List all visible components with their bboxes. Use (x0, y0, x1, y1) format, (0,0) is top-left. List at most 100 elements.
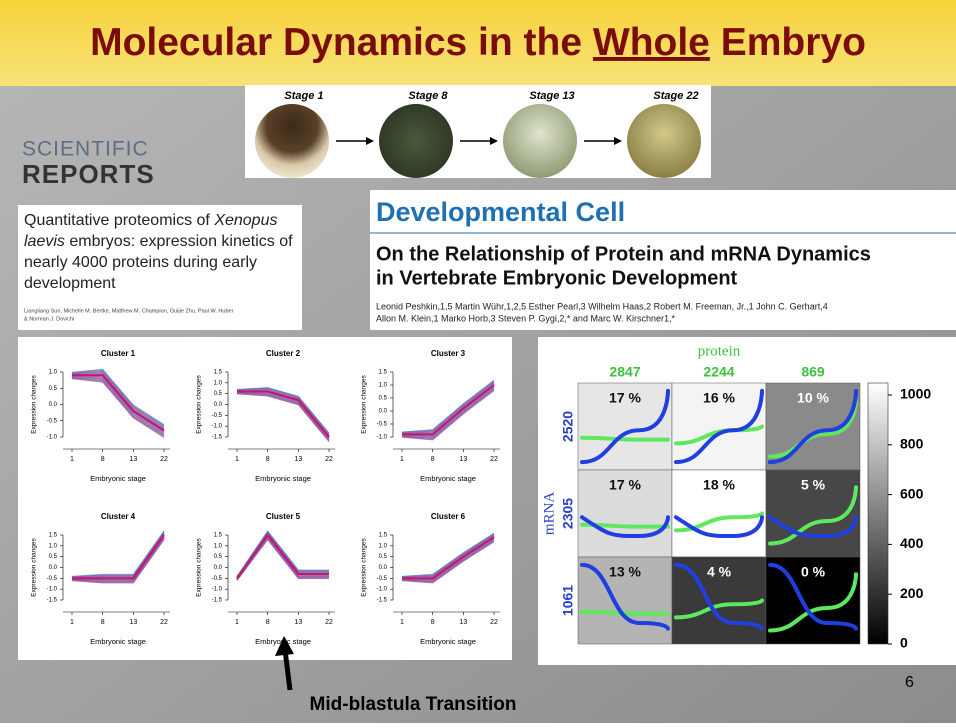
cell-percent: 17 % (609, 390, 641, 406)
y-tick-label: -0.5 (377, 422, 388, 428)
x-tick-label: 8 (431, 619, 435, 626)
title-part: Embryo (710, 21, 866, 64)
cell-percent: 16 % (703, 390, 735, 406)
scientific-reports-logo: SCIENTIFIC REPORTS (22, 138, 155, 189)
y-tick-label: 0.5 (379, 396, 388, 402)
y-tick-label: 1.5 (379, 533, 388, 539)
y-tick-label: 1.5 (214, 370, 223, 376)
x-tick-label: 1 (235, 619, 239, 626)
title-part: Molecular Dynamics in the (90, 21, 593, 64)
cluster-title: Cluster 5 (266, 512, 301, 521)
y-tick-label: 1.5 (49, 533, 58, 539)
colorbar (868, 383, 888, 644)
column-count: 2244 (703, 364, 734, 380)
heatmap: proteinmRNA2847224486925202305106117 %16… (541, 343, 931, 650)
x-tick-label: 8 (101, 456, 105, 463)
paper-authors: Leonid Peshkin,1,5 Martin Wühr,1,2,5 Est… (376, 301, 828, 311)
y-tick-label: 0.5 (214, 554, 223, 560)
y-tick-label: -1.5 (212, 598, 223, 604)
stage-label: Stage 13 (529, 90, 574, 102)
y-tick-label: 0.5 (379, 554, 388, 560)
colorbar-label: 400 (900, 535, 924, 551)
y-tick-label: -1.0 (377, 435, 388, 441)
colorbar-label: 600 (900, 485, 924, 501)
stage-label: Stage 8 (408, 90, 448, 102)
x-tick-label: 22 (160, 619, 168, 626)
column-title: protein (698, 343, 741, 359)
cell-percent: 13 % (609, 564, 641, 580)
embryo (255, 104, 329, 178)
cluster-title: Cluster 3 (431, 349, 466, 358)
paper-title: development (24, 275, 116, 292)
logo-text: SCIENTIFIC (22, 138, 149, 161)
embryo (627, 104, 701, 178)
y-tick-label: -1.0 (47, 435, 58, 441)
y-axis-label: Expression changes (196, 537, 203, 596)
x-axis-label: Embryonic stage (420, 474, 476, 483)
x-tick-label: 1 (400, 619, 404, 626)
y-tick-label: -1.5 (377, 598, 388, 604)
cluster-title: Cluster 4 (101, 512, 136, 521)
colorbar-label: 200 (900, 585, 924, 601)
x-tick-label: 22 (490, 619, 498, 626)
row-count: 2520 (560, 411, 576, 442)
page: { "title": [{"text": "Molecular Dynamics… (0, 0, 956, 723)
title-part: Xenopus (213, 212, 277, 229)
x-tick-label: 22 (325, 456, 333, 463)
x-tick-label: 1 (70, 619, 74, 626)
embryo (503, 104, 577, 178)
page-number: 6 (905, 674, 914, 691)
profile-curve (582, 438, 668, 440)
journal-name: Developmental Cell (376, 197, 625, 227)
title-part: Quantitative proteomics of (24, 212, 214, 229)
colorbar-label: 800 (900, 436, 924, 452)
paper-authors: & Norman J. Dovichi (24, 316, 74, 322)
stage-label: Stage 22 (653, 90, 698, 102)
paper-title: in Vertebrate Embryonic Development (376, 267, 738, 289)
x-tick-label: 8 (431, 456, 435, 463)
x-tick-label: 1 (400, 456, 404, 463)
x-tick-label: 8 (101, 619, 105, 626)
title-part: nearly 4000 proteins during early (24, 254, 257, 271)
y-tick-label: -1.5 (212, 435, 223, 441)
row-title: mRNA (541, 492, 557, 536)
y-tick-label: 0.5 (49, 386, 58, 392)
y-axis-label: Expression changes (361, 374, 368, 433)
title-part: development (24, 275, 116, 292)
cell-percent: 0 % (801, 564, 826, 580)
y-tick-label: -1.0 (377, 587, 388, 593)
y-tick-label: 1.0 (379, 383, 388, 389)
x-axis-label: Embryonic stage (255, 474, 311, 483)
logo-text: REPORTS (22, 159, 155, 189)
y-tick-label: 1.5 (379, 370, 388, 376)
y-tick-label: 0.5 (49, 554, 58, 560)
x-axis-label: Embryonic stage (420, 637, 476, 646)
annotation: Mid-blastula Transition (310, 694, 517, 715)
cluster-title: Cluster 1 (101, 349, 136, 358)
x-tick-label: 22 (160, 456, 168, 463)
x-tick-label: 22 (325, 619, 333, 626)
y-tick-label: 0.0 (214, 402, 223, 408)
x-tick-label: 13 (459, 456, 467, 463)
slide: Molecular Dynamics in the Whole Embryo S… (0, 0, 956, 723)
cell-percent: 4 % (707, 564, 732, 580)
slide-title: Molecular Dynamics in the Whole Embryo (90, 21, 866, 64)
row-count: 2305 (560, 498, 576, 529)
x-tick-label: 1 (235, 456, 239, 463)
y-tick-label: 1.0 (214, 543, 223, 549)
y-tick-label: 0.0 (49, 565, 58, 571)
y-tick-label: 1.0 (49, 543, 58, 549)
title-part: embryos: expression kinetics of (65, 233, 293, 250)
y-axis-label: Expression changes (196, 374, 203, 433)
paper-title: On the Relationship of Protein and mRNA … (376, 243, 871, 265)
x-axis-label: Embryonic stage (90, 474, 146, 483)
colorbar-label: 0 (900, 635, 908, 651)
y-tick-label: -1.0 (212, 587, 223, 593)
cell-percent: 10 % (797, 390, 829, 406)
y-tick-label: -1.5 (47, 598, 58, 604)
y-tick-label: 1.0 (49, 370, 58, 376)
x-tick-label: 8 (266, 456, 270, 463)
paper-authors: Liangliang Sun, Michelle M. Bertke, Matt… (24, 308, 234, 314)
cell-percent: 17 % (609, 477, 641, 493)
x-tick-label: 13 (129, 619, 137, 626)
